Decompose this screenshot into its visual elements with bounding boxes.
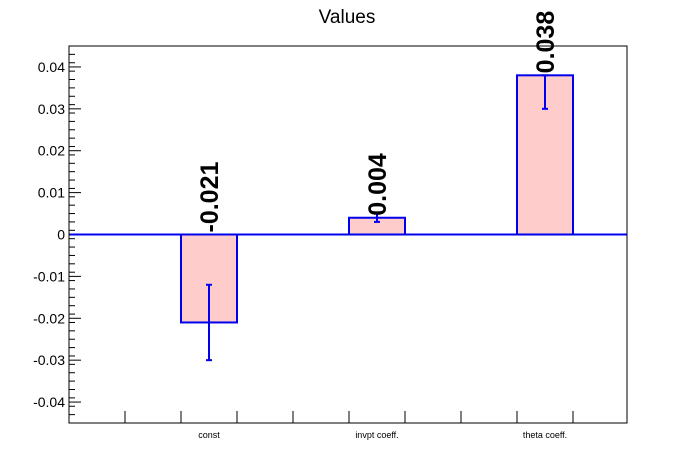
plot-frame	[68, 45, 628, 424]
y-tick-label: -0.03	[33, 352, 65, 368]
x-category-label: invpt coeff.	[355, 430, 398, 440]
y-tick-label: -0.04	[33, 394, 65, 410]
x-category-label: theta coeff.	[523, 430, 567, 440]
bar-value-label: -0.021	[196, 162, 224, 233]
chart-title: Values	[319, 7, 376, 28]
y-tick-label: 0.01	[38, 185, 65, 201]
x-axis-ticks	[124, 411, 574, 423]
y-tick-label: -0.02	[33, 310, 65, 326]
error-bars	[206, 74, 548, 362]
bar-value-label: 0.038	[532, 11, 560, 74]
x-category-label: const	[198, 430, 220, 440]
y-tick-label: -0.01	[33, 268, 65, 284]
y-tick-label: 0.02	[38, 143, 65, 159]
bar-value-label: 0.004	[364, 153, 392, 216]
value-labels: -0.021 0.004 0.038	[196, 11, 560, 233]
x-category-labels: const invpt coeff. theta coeff.	[198, 430, 567, 440]
y-tick-label: 0.04	[38, 59, 65, 75]
y-tick-label: 0.03	[38, 101, 65, 117]
y-tick-label: 0	[57, 227, 65, 243]
